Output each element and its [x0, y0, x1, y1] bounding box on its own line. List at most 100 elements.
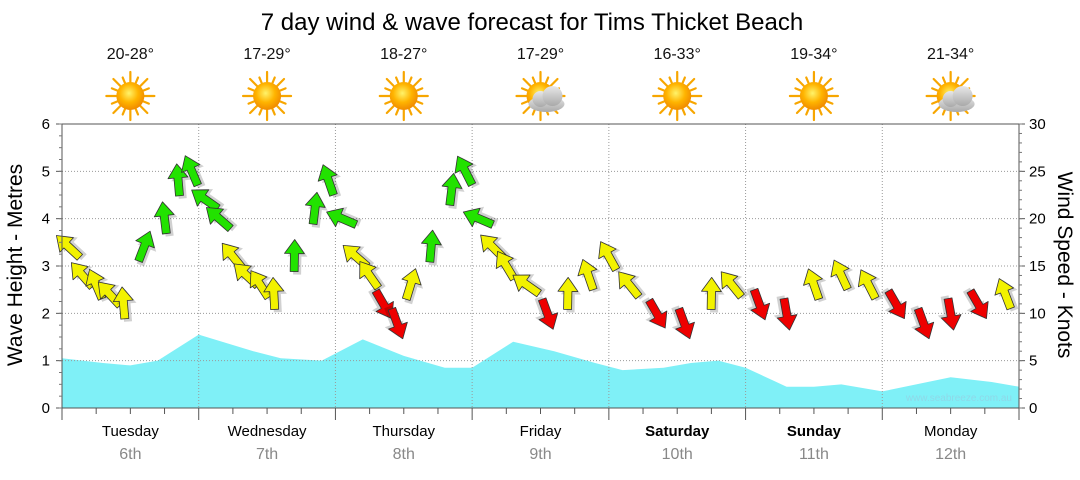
day-name: Friday	[520, 423, 562, 440]
sun-ray	[941, 76, 947, 85]
sun-ray	[822, 104, 832, 115]
sun-ray	[415, 87, 424, 92]
sun-ray	[142, 100, 150, 105]
wind-arrow-body	[577, 258, 598, 292]
sun-ray	[659, 104, 669, 115]
sun-ray	[932, 104, 942, 115]
sun-icon	[105, 70, 156, 122]
wind-arrow	[284, 239, 308, 275]
sun-icon	[652, 70, 703, 122]
wind-arrow	[512, 274, 546, 298]
wave-height-fill	[62, 334, 1019, 408]
sun-disc	[663, 82, 692, 110]
left-tick-label: 5	[42, 163, 50, 180]
wind-arrow	[910, 305, 935, 340]
wave-height-area	[62, 334, 1019, 408]
wind-arrow	[577, 258, 601, 293]
sun-ray	[112, 77, 122, 88]
wind-arrow	[746, 286, 771, 321]
sun-ray	[822, 77, 832, 88]
wind-arrow	[401, 268, 424, 305]
temperature-range: 17-29°	[243, 46, 290, 63]
day-name: Thursday	[373, 423, 436, 440]
sun-ray	[110, 87, 119, 92]
day-date: 11th	[799, 446, 829, 463]
sun-ray	[139, 104, 149, 115]
sun-ray	[142, 87, 150, 92]
day-date: 8th	[393, 446, 415, 463]
sun-ray	[689, 100, 697, 105]
sun-ray	[657, 100, 666, 105]
sun-icon	[378, 70, 429, 122]
wind-arrow-body	[674, 306, 695, 340]
sun-ray	[384, 100, 392, 105]
wind-arrow-body	[56, 235, 83, 261]
wind-arrow	[441, 172, 465, 209]
wind-arrow-body	[205, 207, 234, 232]
sun-ray	[249, 77, 259, 88]
wind-arrow-body	[857, 269, 880, 301]
partly-cloudy-icon	[515, 70, 566, 122]
day-date: 12th	[935, 446, 966, 463]
sun-ray	[134, 76, 140, 85]
sun-ray	[818, 76, 823, 85]
wind-arrow-body	[701, 277, 722, 310]
day-name: Sunday	[787, 423, 842, 440]
sun-ray	[520, 100, 529, 105]
wind-arrow	[462, 206, 499, 229]
wind-arrow	[112, 286, 137, 322]
temperature-range: 20-28°	[107, 46, 154, 63]
wind-arrow-body	[441, 172, 463, 207]
right-tick-label: 10	[1029, 305, 1046, 322]
temperature-range: 16-33°	[654, 46, 701, 63]
sun-ray	[681, 76, 686, 85]
left-tick-label: 2	[42, 305, 50, 322]
wind-arrow	[857, 269, 884, 302]
wind-arrow-body	[263, 277, 285, 310]
sun-ray	[395, 107, 400, 116]
temperature-range: 21-34°	[927, 46, 974, 63]
sun-disc	[253, 82, 282, 110]
wind-arrow-body	[720, 271, 745, 300]
wind-arrow-body	[304, 191, 326, 225]
wind-arrow-body	[317, 164, 338, 197]
sun-disc	[799, 82, 828, 110]
wind-arrow-body	[401, 268, 422, 301]
sun-ray	[121, 76, 127, 85]
wind-arrow	[598, 241, 624, 273]
left-tick-label: 4	[42, 211, 50, 228]
wind-arrow	[641, 297, 668, 329]
sun-ray	[415, 100, 424, 105]
sun-ray	[531, 76, 537, 85]
day-labels: Tuesday 6th Wednesday 7th Thursday 8th Friday 9…	[102, 423, 978, 463]
day-name: Wednesday	[228, 423, 307, 440]
wind-arrow-body	[512, 274, 542, 298]
wind-arrow	[317, 164, 342, 199]
wind-arrow-body	[966, 288, 989, 319]
sun-ray	[112, 104, 122, 115]
wind-arrow	[326, 206, 362, 229]
wind-arrow	[618, 271, 647, 300]
sun-icon	[788, 70, 840, 122]
temperature-range: 17-29°	[517, 46, 564, 63]
wind-arrow-body	[940, 297, 962, 331]
wind-arrow-body	[326, 207, 359, 229]
sun-ray	[278, 87, 287, 92]
sun-ray	[247, 87, 256, 92]
sun-ray	[668, 76, 673, 85]
left-axis-ticks: 0 1 2 3 4 5 6	[42, 116, 62, 417]
sun-ray	[689, 87, 697, 92]
right-axis-title: Wind Speed - Knots	[1053, 172, 1076, 359]
day-name: Monday	[924, 423, 978, 440]
wind-arrow-body	[181, 155, 202, 188]
left-tick-label: 0	[42, 400, 50, 417]
wind-arrow-body	[914, 306, 935, 340]
sun-ray	[818, 107, 823, 116]
sun-ray	[408, 76, 413, 85]
sun-ray	[412, 77, 422, 88]
sun-ray	[681, 107, 686, 116]
temperature-range: 18-27°	[380, 46, 427, 63]
wind-arrow	[671, 305, 695, 340]
sun-ray	[139, 77, 149, 88]
